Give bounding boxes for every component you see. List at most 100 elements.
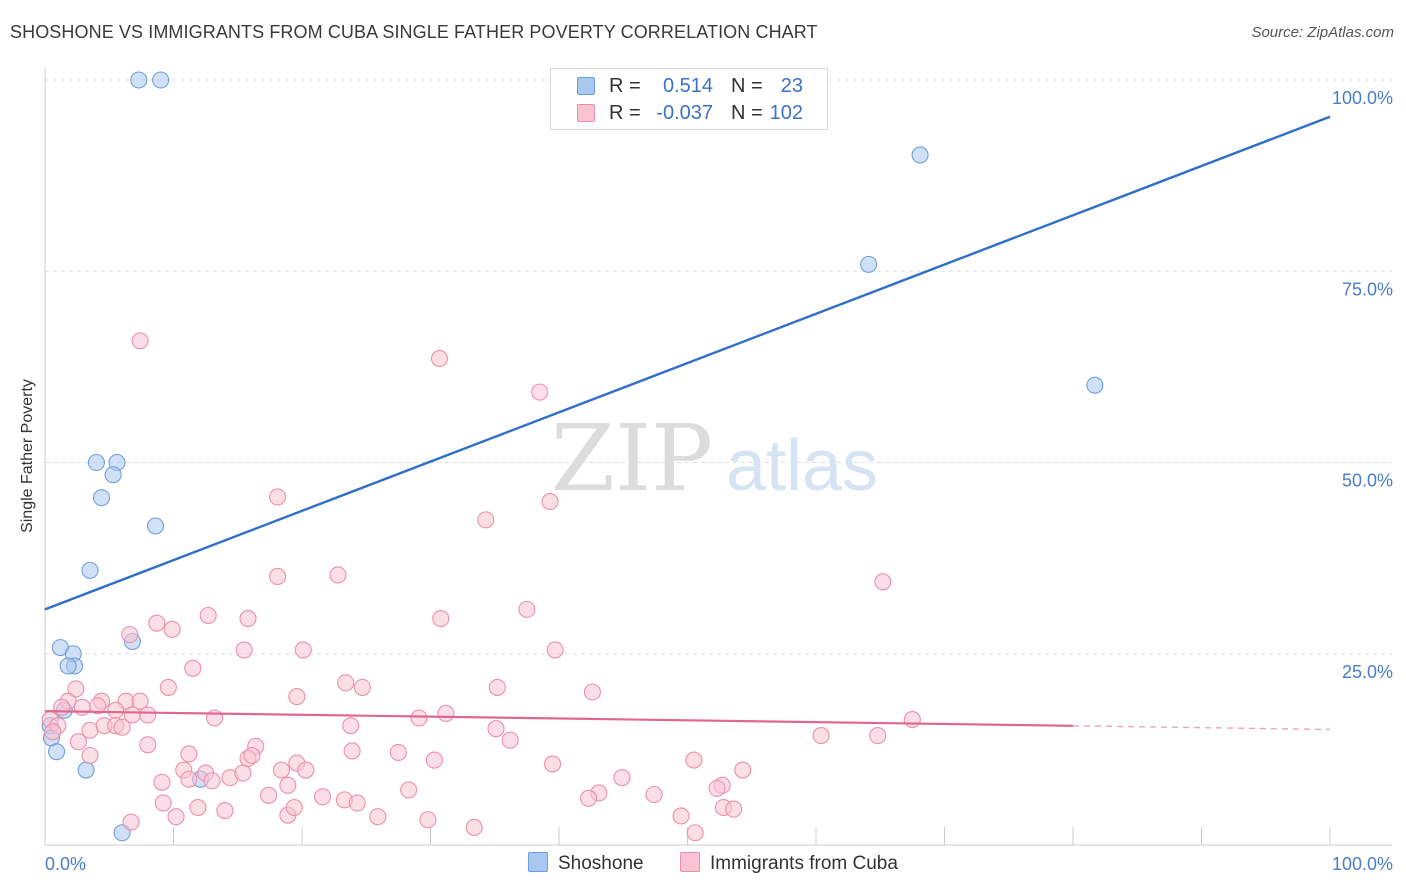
cuba-point <box>487 720 505 738</box>
source-label: Source: ZipAtlas.com <box>1251 24 1394 41</box>
cuba-point <box>812 727 830 745</box>
cuba-point <box>314 788 332 806</box>
shoshone-point <box>104 466 122 484</box>
shoshone-trend-line <box>44 115 1331 611</box>
legend-row-shoshone: R = 0.514 N = 23 <box>551 73 827 100</box>
axes <box>44 68 1392 846</box>
cuba-point <box>69 733 87 751</box>
cuba-point <box>342 717 360 735</box>
cuba-point <box>53 698 71 716</box>
cuba-point <box>269 567 287 586</box>
legend-r-value: 0.514 <box>662 75 713 97</box>
cuba-point <box>874 573 892 591</box>
cuba-point <box>903 710 921 729</box>
watermark: ZIP atlas <box>551 405 878 512</box>
cuba-point <box>148 614 166 632</box>
cuba-point <box>294 641 312 659</box>
cuba-point <box>199 606 217 625</box>
cuba-point <box>419 811 437 829</box>
cuba-point <box>81 746 99 765</box>
trend-lines <box>44 115 1331 731</box>
correlation-legend: R = 0.514 N = 23 R = -0.037 N = 102 <box>550 68 828 130</box>
cuba-trend-line-extension <box>1072 725 1331 731</box>
legend-item-shoshone[interactable]: Shoshone <box>528 852 644 875</box>
cuba-point <box>686 824 704 842</box>
cuba-point <box>580 789 598 807</box>
cuba-point <box>285 798 303 817</box>
cuba-point <box>432 610 450 628</box>
legend-r-label: R = <box>609 102 641 124</box>
shoshone-point <box>59 657 77 675</box>
cuba-point <box>139 706 157 724</box>
shoshone-point <box>860 255 878 273</box>
cuba-point <box>288 688 306 706</box>
cuba-point <box>67 680 85 698</box>
cuba-point <box>477 511 495 529</box>
cuba-point <box>425 751 443 769</box>
legend-label-shoshone: Shoshone <box>558 853 644 874</box>
cuba-point <box>488 678 506 696</box>
y-tick-label: 75.0% <box>1342 279 1393 299</box>
cuba-point <box>89 697 107 715</box>
cuba-point <box>272 761 290 779</box>
cuba-point <box>518 600 536 618</box>
legend-r-value: -0.037 <box>656 102 713 124</box>
cuba-point <box>708 779 726 797</box>
shoshone-point <box>130 71 148 89</box>
watermark-zip: ZIP <box>551 405 713 512</box>
cuba-point <box>180 770 198 788</box>
cuba-point <box>645 785 663 804</box>
cuba-point <box>531 383 549 401</box>
cuba-point <box>167 808 185 826</box>
cuba-point <box>297 761 315 779</box>
cuba-point <box>203 772 221 790</box>
legend-n-label: N = <box>731 102 763 124</box>
cuba-point <box>44 723 62 741</box>
shoshone-point <box>911 146 929 164</box>
legend-swatch-shoshone <box>577 77 595 95</box>
shoshone-point <box>152 71 170 89</box>
cuba-point <box>73 698 91 716</box>
legend-item-cuba[interactable]: Immigrants from Cuba <box>680 852 898 875</box>
cuba-point <box>501 731 519 749</box>
y-tick-label: 100.0% <box>1332 88 1393 108</box>
series-legend: Shoshone Immigrants from Cuba <box>0 852 1406 878</box>
cuba-point <box>544 755 562 773</box>
shoshone-point <box>146 517 165 535</box>
cuba-point <box>685 751 703 769</box>
cuba-point <box>113 718 131 736</box>
shoshone-point <box>1086 376 1104 394</box>
cuba-point <box>260 786 278 804</box>
cuba-point <box>437 704 455 722</box>
shoshone-point <box>48 743 66 761</box>
cuba-point <box>154 794 172 812</box>
cuba-point <box>163 620 181 638</box>
legend-n-value: 102 <box>769 102 803 124</box>
cuba-point <box>343 742 361 760</box>
cuba-point <box>734 761 752 779</box>
shoshone-point <box>81 561 99 579</box>
cuba-point <box>189 798 207 817</box>
cuba-point <box>184 659 202 677</box>
cuba-point <box>348 794 366 812</box>
cuba-point <box>613 769 631 787</box>
cuba-point <box>122 813 140 831</box>
cuba-point <box>725 800 743 818</box>
legend-n-label: N = <box>731 75 763 97</box>
cuba-point <box>353 678 371 696</box>
cuba-point <box>410 709 428 727</box>
cuba-point <box>329 566 347 584</box>
legend-r-label: R = <box>609 75 641 97</box>
cuba-trend-line <box>44 710 1074 727</box>
cuba-point <box>369 808 387 826</box>
cuba-point <box>153 773 171 791</box>
x-tick-label: 0.0% <box>45 854 86 874</box>
cuba-point <box>430 349 449 368</box>
cuba-point <box>131 332 149 350</box>
cuba-point <box>400 781 418 799</box>
cuba-point <box>180 745 198 763</box>
chart-title: SHOSHONE VS IMMIGRANTS FROM CUBA SINGLE … <box>10 22 818 42</box>
cuba-point <box>139 736 157 754</box>
cuba-point <box>269 488 287 506</box>
